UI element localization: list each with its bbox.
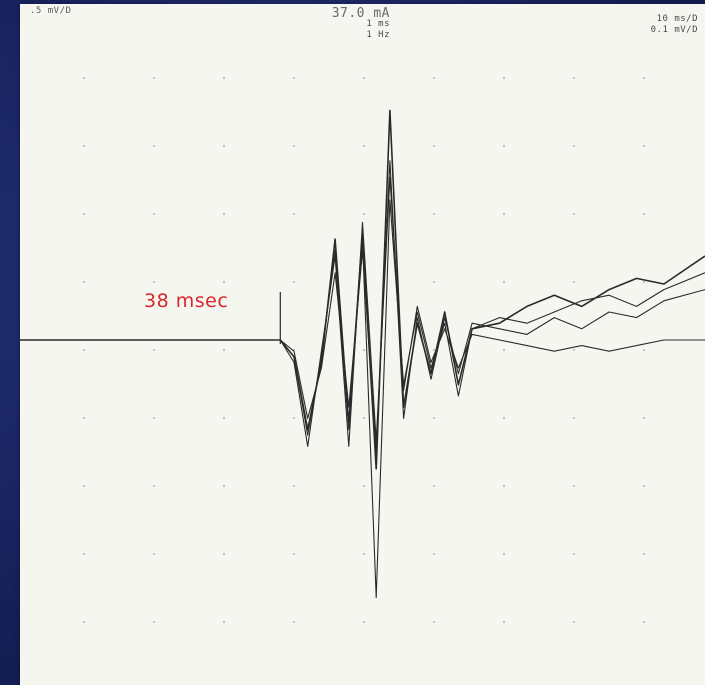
grid-dot xyxy=(363,145,365,147)
grid-dot xyxy=(643,77,645,79)
grid-dot xyxy=(363,417,365,419)
stim-duration: 1 ms xyxy=(366,19,390,29)
grid-dot xyxy=(433,553,435,555)
grid-dot xyxy=(433,213,435,215)
grid-dot xyxy=(573,553,575,555)
grid-dot xyxy=(503,145,505,147)
grid-dot xyxy=(503,485,505,487)
grid-dot xyxy=(293,485,295,487)
grid-dot xyxy=(433,77,435,79)
trace-line xyxy=(20,199,705,599)
grid-dot xyxy=(83,281,85,283)
grid-dot xyxy=(223,485,225,487)
grid-dot xyxy=(223,77,225,79)
grid-dot xyxy=(293,553,295,555)
gain-label-left: .5 mV/D xyxy=(30,6,72,16)
grid-dot xyxy=(573,621,575,623)
grid-dot xyxy=(223,213,225,215)
grid-dot xyxy=(503,77,505,79)
grid-dot xyxy=(573,213,575,215)
grid-dot xyxy=(293,213,295,215)
grid-dot xyxy=(83,553,85,555)
grid-dot xyxy=(643,417,645,419)
grid-dot xyxy=(363,77,365,79)
grid-dot xyxy=(83,485,85,487)
grid-dot xyxy=(153,553,155,555)
grid-dot xyxy=(293,77,295,79)
grid-dot xyxy=(573,281,575,283)
grid-dot xyxy=(223,621,225,623)
grid-dot xyxy=(573,349,575,351)
grid-dot xyxy=(363,349,365,351)
grid-dot xyxy=(643,553,645,555)
grid-dot xyxy=(503,553,505,555)
grid-dot xyxy=(573,485,575,487)
trace-group xyxy=(20,109,705,599)
grid-dot xyxy=(83,621,85,623)
dotted-grid xyxy=(83,77,645,623)
grid-dot xyxy=(503,621,505,623)
grid-dot xyxy=(223,553,225,555)
trace-line xyxy=(20,160,705,453)
grid-dot xyxy=(363,621,365,623)
stim-rate: 1 Hz xyxy=(366,30,390,40)
oscilloscope-printout xyxy=(20,4,705,685)
grid-dot xyxy=(153,145,155,147)
timebase-label: 10 ms/D xyxy=(656,14,698,24)
grid-dot xyxy=(433,621,435,623)
scope-settings: 10 ms/D 0.1 mV/D xyxy=(603,14,698,36)
grid-dot xyxy=(223,349,225,351)
grid-dot xyxy=(153,485,155,487)
grid-dot xyxy=(153,77,155,79)
grid-dot xyxy=(503,349,505,351)
grid-dot xyxy=(83,77,85,79)
grid-dot xyxy=(643,145,645,147)
grid-dot xyxy=(293,145,295,147)
grid-dot xyxy=(153,349,155,351)
grid-dot xyxy=(643,213,645,215)
stim-current: 37.0 mA xyxy=(331,6,390,21)
grid-dot xyxy=(293,281,295,283)
grid-dot xyxy=(643,485,645,487)
grid-dot xyxy=(503,213,505,215)
grid-dot xyxy=(153,621,155,623)
grid-dot xyxy=(573,77,575,79)
grid-dot xyxy=(643,349,645,351)
grid-dot xyxy=(223,281,225,283)
trace-line xyxy=(20,109,705,470)
grid-dot xyxy=(433,145,435,147)
grid-dot xyxy=(153,213,155,215)
grid-dot xyxy=(503,281,505,283)
grid-dot xyxy=(643,621,645,623)
grid-dot xyxy=(293,621,295,623)
grid-dot xyxy=(83,145,85,147)
grid-dot xyxy=(573,145,575,147)
grid-dot xyxy=(363,553,365,555)
grid-dot xyxy=(223,417,225,419)
grid-dot xyxy=(83,349,85,351)
grid-dot xyxy=(363,213,365,215)
grid-dot xyxy=(433,485,435,487)
grid-dot xyxy=(643,281,645,283)
gain-label-right: 0.1 mV/D xyxy=(650,25,698,35)
grid-dot xyxy=(223,145,225,147)
stimulus-settings: 37.0 mA 1 ms 1 Hz xyxy=(310,6,390,41)
grid-dot xyxy=(433,281,435,283)
grid-dot xyxy=(83,213,85,215)
grid-dot xyxy=(503,417,505,419)
trace-line xyxy=(20,177,705,447)
grid-dot xyxy=(573,417,575,419)
grid-dot xyxy=(433,417,435,419)
latency-annotation: 38 msec xyxy=(144,290,229,312)
grid-dot xyxy=(433,349,435,351)
grid-dot xyxy=(293,417,295,419)
grid-dot xyxy=(153,281,155,283)
grid-dot xyxy=(153,417,155,419)
grid-dot xyxy=(363,485,365,487)
grid-dot xyxy=(83,417,85,419)
